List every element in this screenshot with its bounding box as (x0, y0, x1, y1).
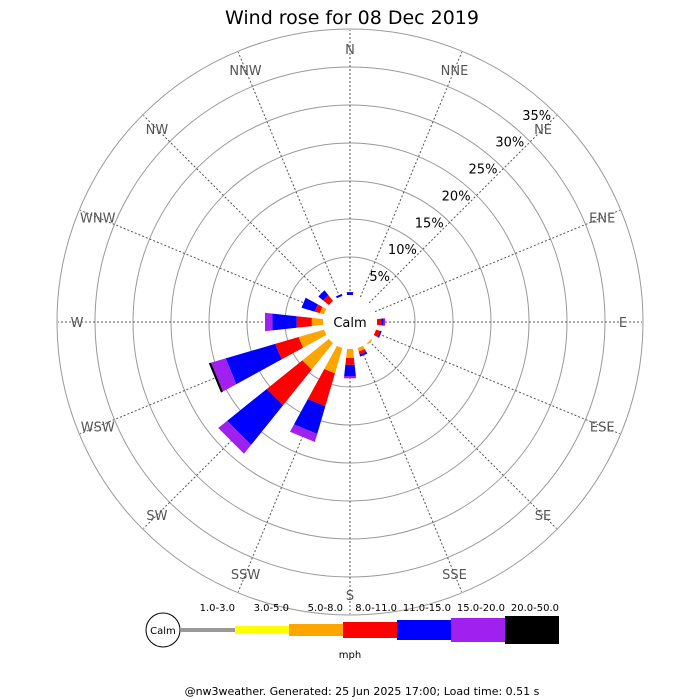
bar-n-11.0-15.0 (346, 292, 354, 296)
bar-s-8.0-11.0 (345, 357, 355, 365)
direction-label-nw: NW (146, 123, 169, 138)
legend-swatch-1.0-3.0 (181, 628, 235, 632)
bar-w-5.0-8.0 (311, 317, 324, 327)
bar-e-8.0-11.0 (376, 318, 382, 326)
direction-label-ne: NE (534, 123, 552, 138)
calm-center: Calm (323, 295, 377, 349)
bar-nw-11.0-15.0 (318, 290, 329, 301)
bar-s-11.0-15.0 (344, 364, 356, 377)
bar-sw-8.0-11.0 (266, 360, 312, 406)
direction-label-se: SE (535, 509, 551, 524)
legend-calm-circle (145, 612, 181, 648)
bar-se-5.0-8.0 (366, 338, 373, 345)
bar-ssw-8.0-11.0 (307, 369, 335, 407)
radial-tick-label: 35% (522, 109, 551, 124)
polar-grid (56, 28, 644, 616)
bar-w-8.0-11.0 (296, 316, 312, 328)
direction-label-wnw: WNW (80, 212, 116, 227)
bar-wsw-8.0-11.0 (275, 337, 303, 360)
direction-label-w: W (71, 316, 84, 331)
bar-e-11.0-15.0 (381, 318, 384, 326)
legend-swatch-15.0-20.0 (451, 618, 505, 642)
chart-title: Wind rose for 08 Dec 2019 (225, 7, 479, 29)
bar-ssw-15.0-20.0 (289, 424, 318, 443)
spoke-ese (374, 331, 620, 435)
wind-bars (208, 290, 386, 454)
legend-bin-label: 1.0-3.0 (200, 603, 235, 614)
legend-swatch-3.0-5.0 (235, 626, 289, 634)
legend: Calm 1.0-3.0 3.0-5.0 5.0-8.0 8.0-11.0 11.0-15… (145, 603, 559, 661)
legend-bin-label: 11.0-15.0 (403, 603, 451, 614)
legend-swatch-8.0-11.0 (343, 622, 397, 638)
direction-label-ssw: SSW (231, 568, 261, 583)
bar-wsw-20.0-50.0 (208, 362, 223, 393)
radial-tick-label: 10% (388, 243, 417, 258)
bar-ese-11.0-15.0 (377, 330, 382, 338)
bar-wnw-8.0-11.0 (314, 304, 323, 314)
bar-wnw-11.0-15.0 (301, 297, 318, 312)
bar-sse-11.0-15.0 (359, 351, 368, 357)
direction-label-s: S (346, 589, 354, 604)
direction-label-wsw: WSW (81, 420, 115, 435)
bar-w-11.0-15.0 (272, 313, 297, 331)
direction-label-n: N (345, 43, 355, 58)
bar-wnw-5.0-8.0 (319, 306, 327, 315)
direction-label-nnw: NNW (229, 64, 261, 79)
radial-tick-label: 25% (469, 163, 498, 178)
bar-ssw-5.0-8.0 (324, 345, 343, 374)
direction-label-e: E (619, 316, 627, 331)
spoke-nne (359, 52, 463, 298)
legend-swatch-5.0-8.0 (289, 624, 343, 636)
direction-label-ene: ENE (589, 212, 615, 227)
radial-tick-label: 5% (369, 270, 390, 285)
calm-circle (323, 295, 377, 349)
legend-swatch-20.0-50.0 (505, 616, 559, 644)
footer-text: @nw3weather. Generated: 25 Jun 2025 17:0… (185, 685, 540, 698)
spoke-ene (374, 209, 620, 313)
legend-bin-label: 8.0-11.0 (355, 603, 397, 614)
bar-sw-11.0-15.0 (227, 388, 284, 445)
bar-sse-8.0-11.0 (358, 349, 367, 355)
direction-label-nne: NNE (441, 64, 469, 79)
direction-label-sse: SSE (442, 568, 467, 583)
bar-ese-8.0-11.0 (373, 329, 381, 338)
radial-tick-label: 20% (442, 189, 471, 204)
legend-swatch-11.0-15.0 (397, 620, 451, 640)
direction-labels: N NNE NE ENE E ESE SE SSE S SSW SW WSW W WNW NW NNW (71, 43, 628, 604)
legend-bin-label: 15.0-20.0 (457, 603, 505, 614)
bar-sse-5.0-8.0 (357, 345, 365, 352)
bar-ssw-11.0-15.0 (293, 399, 326, 434)
bar-sw-5.0-8.0 (302, 338, 334, 370)
radial-tick-label: 30% (495, 136, 524, 151)
legend-bin-label: 5.0-8.0 (308, 603, 343, 614)
bar-wsw-15.0-20.0 (211, 358, 237, 392)
bar-wsw-5.0-8.0 (298, 329, 327, 348)
bar-nnw-11.0-15.0 (335, 293, 343, 299)
direction-label-sw: SW (146, 509, 167, 524)
spoke-ne (368, 115, 557, 304)
bar-wsw-11.0-15.0 (225, 343, 282, 385)
legend-calm-label: Calm (150, 626, 176, 637)
grid-circle-35pct (56, 28, 644, 616)
bar-nw-8.0-11.0 (323, 295, 334, 306)
spoke-se (368, 340, 557, 529)
radial-tick-labels: 5% 10% 15% 20% 25% 30% 35% (369, 109, 551, 285)
spoke-sse (359, 346, 463, 592)
radial-tick-label: 15% (415, 216, 444, 231)
calm-label: Calm (333, 316, 366, 331)
legend-unit-label: mph (339, 650, 361, 661)
bar-s-5.0-8.0 (346, 348, 354, 358)
bar-s-15.0-20.0 (343, 376, 357, 379)
bar-w-15.0-20.0 (264, 312, 273, 332)
bar-e-15.0-20.0 (383, 318, 386, 326)
bar-sw-15.0-20.0 (218, 420, 252, 454)
direction-label-ese: ESE (590, 420, 615, 435)
spoke-nnw (237, 52, 341, 298)
spoke-wnw (80, 209, 326, 313)
legend-bin-label: 20.0-50.0 (511, 603, 559, 614)
spoke-nw (143, 115, 332, 304)
legend-bin-label: 3.0-5.0 (254, 603, 289, 614)
